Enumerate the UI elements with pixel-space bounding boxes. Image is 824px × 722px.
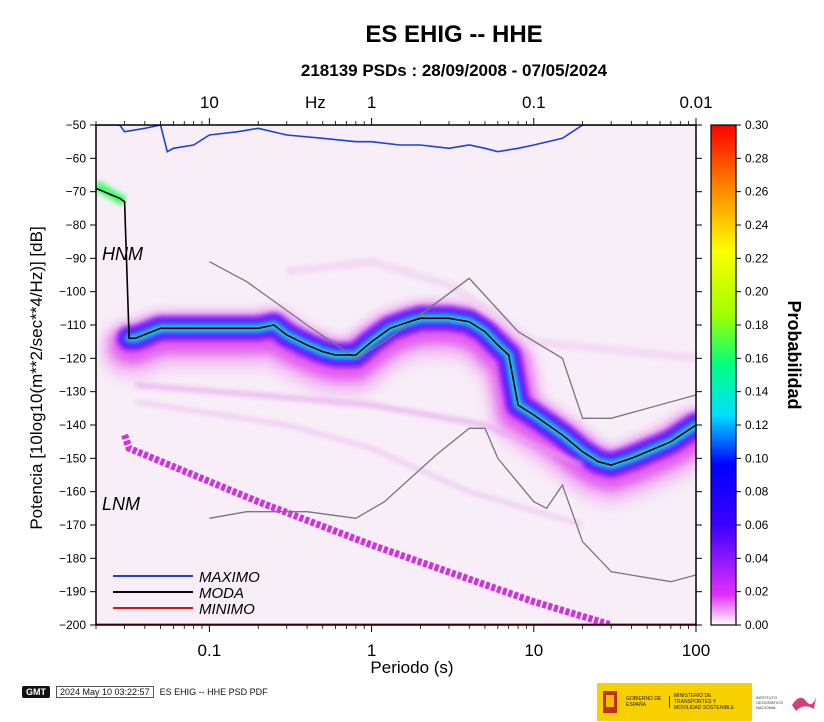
gobierno-logo: GOBIERNO DE ESPAÑA MINISTERIO DE TRANSPO… — [597, 683, 752, 721]
y-tick-label: −140 — [59, 418, 86, 432]
lnm-curve — [209, 427, 696, 583]
density-spur-1 — [135, 399, 584, 527]
colorbar-tick-label: 0.28 — [745, 151, 769, 165]
lnm-annotation: LNM — [102, 494, 140, 514]
y-axis-label: Potencia [10log10(m**2/sec**4/Hz)] [dB] — [27, 226, 46, 529]
top-axis-label: Hz — [305, 93, 326, 112]
top-tick-label: 0.1 — [522, 93, 546, 112]
x-tick-label: 1 — [367, 641, 376, 660]
y-tick-label: −200 — [59, 618, 86, 632]
colorbar-label: Probabilidad — [784, 300, 804, 409]
colorbar-tick-label: 0.10 — [745, 451, 769, 465]
colorbar-tick-label: 0.12 — [745, 418, 769, 432]
colorbar-tick-label: 0.20 — [745, 285, 769, 299]
colorbar-tick-label: 0.00 — [745, 618, 769, 632]
colorbar-tick-label: 0.22 — [745, 251, 769, 265]
colorbar-tick-label: 0.08 — [745, 485, 769, 499]
colorbar-tick-label: 0.14 — [745, 385, 769, 399]
y-tick-label: −120 — [59, 351, 86, 365]
x-tick-label: 0.1 — [198, 641, 222, 660]
instituto-text: INSTITUTO GEOGRÁFICO NACIONAL — [756, 694, 784, 710]
colorbar-tick-label: 0.18 — [745, 318, 769, 332]
coat-of-arms-icon — [603, 691, 617, 713]
ign-logo: INSTITUTO GEOGRÁFICO NACIONAL — [752, 683, 822, 721]
y-tick-label: −130 — [59, 385, 86, 399]
y-tick-label: −70 — [66, 185, 87, 199]
colorbar-tick-label: 0.16 — [745, 351, 769, 365]
axes: −50 −60 −70 −80 −90 −100 −110 −120 −130 −140 −150 −… — [59, 93, 713, 660]
legend-moda-label: MODA — [199, 585, 244, 602]
timestamp: 2024 May 10 03:22:57 — [56, 686, 154, 698]
maximo-line — [96, 125, 696, 153]
top-tick-label: 10 — [200, 93, 219, 112]
psd-pdf-chart: ES EHIG -- HHE 218139 PSDs : 28/09/2008 … — [27, 21, 804, 677]
legend-minimo-label: MINIMO — [199, 601, 255, 618]
gmt-logo: GMT — [22, 686, 50, 698]
colorbar-tick-label: 0.02 — [745, 585, 769, 599]
colorbar-tick-label: 0.30 — [745, 118, 769, 132]
hnm-annotation: HNM — [102, 244, 143, 264]
y-tick-label: −90 — [66, 251, 87, 265]
colorbar-ticks: 0.00 0.02 0.04 0.06 0.08 0.10 0.12 0.14 0.16 0.18… — [736, 118, 769, 632]
ministerio-text: MINISTERIO DE TRANSPORTES Y MOVILIDAD SO… — [674, 693, 735, 711]
y-tick-label: −150 — [59, 451, 86, 465]
density-spur-2 — [286, 257, 696, 363]
noise-model-curves — [209, 261, 696, 583]
colorbar — [710, 124, 737, 626]
y-tick-label: −190 — [59, 585, 86, 599]
top-tick-label: 1 — [367, 93, 376, 112]
colorbar-tick-label: 0.06 — [745, 518, 769, 532]
footer: GMT 2024 May 10 03:22:57 ES EHIG -- HHE … — [22, 686, 268, 698]
y-tick-label: −170 — [59, 518, 86, 532]
ign-emblem-icon — [792, 697, 816, 711]
chart-title: ES EHIG -- HHE — [365, 21, 542, 48]
footer-filename: ES EHIG -- HHE PSD PDF — [159, 687, 268, 697]
y-tick-label: −80 — [66, 218, 87, 232]
y-tick-label: −100 — [59, 285, 86, 299]
y-tick-label: −50 — [66, 118, 87, 132]
legend-maximo-label: MAXIMO — [199, 569, 260, 586]
x-tick-label: 100 — [682, 641, 710, 660]
hnm-curve — [209, 261, 696, 419]
x-tick-label: 10 — [524, 641, 543, 660]
legend: MAXIMO MODA MINIMO — [113, 569, 260, 618]
gobierno-text: GOBIERNO DE ESPAÑA — [623, 696, 670, 708]
plot-background — [96, 125, 696, 625]
plot-frame — [95, 124, 697, 626]
institution-logos: GOBIERNO DE ESPAÑA MINISTERIO DE TRANSPO… — [597, 683, 822, 721]
y-tick-label: −160 — [59, 485, 86, 499]
top-tick-label: 0.01 — [679, 93, 712, 112]
chart-subtitle: 218139 PSDs : 28/09/2008 - 07/05/2024 — [301, 61, 608, 80]
statistic-curves — [96, 125, 696, 625]
y-tick-label: −110 — [60, 318, 86, 332]
colorbar-tick-label: 0.24 — [745, 218, 769, 232]
x-axis-label: Periodo (s) — [370, 658, 453, 677]
y-tick-label: −180 — [59, 551, 86, 565]
density-spur-0 — [135, 382, 584, 468]
colorbar-tick-label: 0.26 — [745, 185, 769, 199]
y-tick-label: −60 — [66, 151, 87, 165]
colorbar-tick-label: 0.04 — [745, 551, 769, 565]
moda-line — [96, 187, 696, 466]
